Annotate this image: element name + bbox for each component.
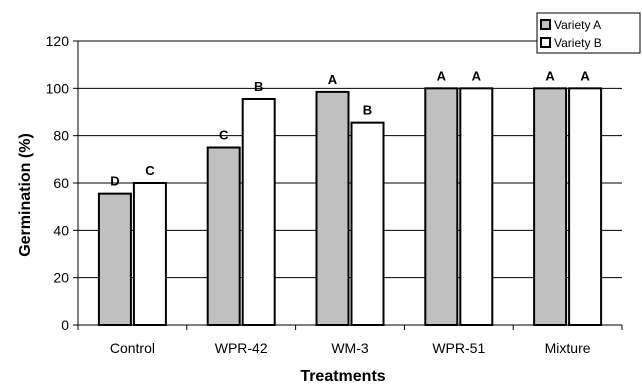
significance-letter: C [219, 128, 229, 143]
significance-labels: D C C B A B A A A A [110, 68, 590, 188]
y-tick-label: 40 [53, 222, 69, 238]
significance-letter: B [254, 79, 263, 94]
bar-variety-a [97, 192, 132, 326]
legend: Variety A Variety B [536, 12, 641, 54]
bar-variety-b [132, 182, 167, 326]
significance-letter: B [363, 103, 372, 118]
legend-label-variety-b: Variety B [554, 36, 602, 50]
bar-variety-a [424, 87, 459, 327]
significance-letter: A [545, 68, 555, 83]
y-tick-label: 20 [53, 270, 69, 286]
bars [97, 87, 603, 327]
x-tick-label: WPR-42 [215, 340, 268, 356]
legend-box [536, 12, 641, 54]
y-tick-label: 80 [53, 128, 69, 144]
significance-letter: A [328, 72, 338, 87]
legend-swatch-variety-a [540, 19, 551, 30]
x-ticks: Control WPR-42 WM-3 WPR-51 Mixture [77, 325, 623, 356]
y-tick-label: 0 [61, 317, 69, 333]
bar-variety-b [459, 87, 494, 327]
bar-variety-b [350, 121, 385, 327]
x-tick-label: Mixture [545, 340, 591, 356]
legend-swatch-variety-b [540, 37, 551, 48]
y-ticks: 0 20 40 60 80 100 120 [46, 33, 78, 333]
x-axis-title: Treatments [300, 368, 385, 384]
significance-letter: A [472, 68, 482, 83]
significance-letter: C [145, 163, 155, 178]
bar-variety-a [533, 87, 568, 327]
gridlines [78, 40, 622, 279]
y-axis-title: Germination (%) [17, 133, 34, 257]
x-tick-label: Control [110, 340, 155, 356]
bar-variety-b [568, 87, 603, 327]
x-tick-label: WPR-51 [432, 340, 485, 356]
x-tick-label: WM-3 [331, 340, 369, 356]
significance-letter: A [437, 68, 447, 83]
y-tick-label: 60 [53, 175, 69, 191]
y-tick-label: 100 [46, 80, 70, 96]
bar-variety-b [241, 97, 276, 326]
bar-variety-a [206, 146, 241, 326]
significance-letter: D [110, 174, 119, 189]
significance-letter: A [580, 68, 590, 83]
legend-label-variety-a: Variety A [554, 18, 601, 32]
bar-variety-a [315, 90, 350, 326]
y-tick-label: 120 [46, 33, 70, 49]
